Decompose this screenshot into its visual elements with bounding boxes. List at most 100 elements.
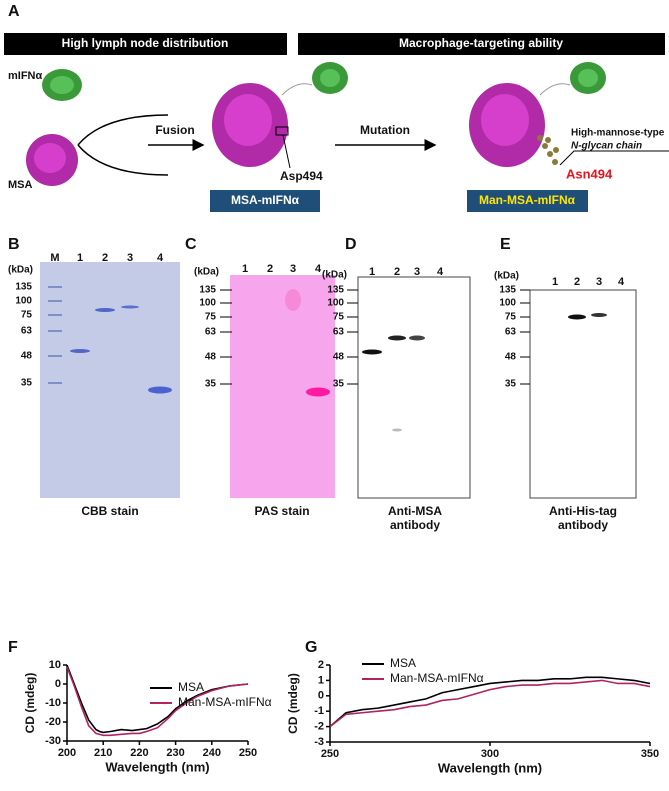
panel-label: A [8, 3, 20, 20]
gel-band [95, 308, 115, 312]
x-tick-label: 200 [58, 747, 76, 759]
gel-band [70, 349, 90, 353]
lane-label: 4 [437, 266, 444, 278]
marker-label: 135 [327, 285, 344, 296]
unit-label: (kDa) [194, 267, 219, 278]
y-tick-label: -10 [45, 697, 61, 709]
lane-label: 4 [618, 276, 625, 288]
marker-label: 75 [333, 312, 345, 323]
ladder-band [48, 286, 62, 288]
name-box [467, 190, 588, 212]
name-box-text: Man-MSA-mIFNα [479, 193, 576, 207]
y-axis-title: CD (mdeg) [23, 673, 37, 734]
data-line [66, 664, 249, 734]
x-tick-label: 220 [130, 747, 148, 759]
marker-label: 63 [333, 327, 345, 338]
gel-image [529, 289, 637, 499]
marker-label: 75 [205, 312, 217, 323]
lane-label: 3 [414, 266, 420, 278]
ladder-band [48, 355, 62, 357]
data-line [329, 679, 651, 728]
x-tick-label: 350 [641, 748, 659, 760]
gel-band [121, 305, 139, 309]
residue-label: Asn494 [566, 166, 613, 181]
legend-label: Man-MSA-mIFNα [390, 671, 484, 685]
lane-label: M [50, 252, 59, 264]
lane-label: 2 [574, 276, 580, 288]
y-tick-label: 1 [318, 674, 324, 686]
panel-label: D [345, 236, 357, 253]
ladder-band [48, 382, 62, 384]
gel-band [392, 428, 402, 432]
ladder-band [48, 300, 62, 302]
lane-label: 2 [394, 266, 400, 278]
y-tick-label: 2 [318, 659, 324, 671]
marker-label: 48 [21, 351, 33, 362]
gel-image [40, 262, 180, 498]
gel-band [568, 314, 586, 320]
marker-label: 135 [15, 282, 32, 293]
marker-label: 35 [333, 379, 345, 390]
residue-label: Asp494 [280, 169, 323, 183]
lane-label: 2 [102, 252, 108, 264]
legend-label: MSA [390, 656, 416, 670]
gel-caption: antibody [558, 518, 608, 532]
lane-label: 1 [552, 276, 558, 288]
protein-icons [26, 62, 669, 186]
panel-label: E [500, 236, 511, 253]
gel-caption: Anti-MSA [388, 504, 442, 518]
gel-band [285, 289, 301, 311]
gel-band [362, 349, 382, 355]
gel-caption: Anti-His-tag [549, 504, 617, 518]
gel-caption: PAS stain [254, 504, 309, 518]
x-axis-title: Wavelength (nm) [438, 760, 542, 775]
protein-label: MSA [8, 179, 33, 191]
unit-label: (kDa) [8, 265, 33, 276]
gel-band [148, 386, 172, 394]
banner [4, 33, 287, 55]
x-axis-title: Wavelength (nm) [105, 759, 209, 774]
y-tick-label: 10 [49, 659, 61, 671]
marker-label: 135 [499, 285, 516, 296]
lane-label: 2 [267, 263, 273, 275]
gel-caption: CBB stain [81, 504, 138, 518]
arrow-label: Fusion [155, 123, 194, 137]
panel-label: G [305, 639, 317, 656]
y-tick-label: -1 [314, 705, 324, 717]
y-axis-title: CD (mdeg) [286, 673, 300, 734]
glycan-label: N-glycan chain [571, 141, 642, 152]
gel-band [591, 313, 607, 317]
unit-label: (kDa) [494, 271, 519, 282]
marker-label: 48 [505, 352, 517, 363]
lane-label: 1 [242, 263, 248, 275]
name-box [210, 190, 320, 212]
gel-band [409, 335, 425, 341]
lane-label: 3 [596, 276, 602, 288]
y-tick-label: 0 [55, 678, 61, 690]
data-line [66, 666, 249, 737]
marker-label: 35 [21, 378, 33, 389]
marker-label: 100 [499, 298, 516, 309]
x-tick-label: 210 [94, 747, 112, 759]
gel-band [306, 387, 330, 397]
legend-label: MSA [178, 680, 204, 694]
marker-label: 135 [199, 285, 216, 296]
ladder-band [48, 314, 62, 316]
marker-label: 35 [505, 379, 517, 390]
marker-label: 75 [21, 310, 33, 321]
marker-label: 35 [205, 379, 217, 390]
banner [298, 33, 665, 55]
marker-label: 100 [327, 298, 344, 309]
x-tick-label: 250 [321, 748, 339, 760]
glycan-label: High-mannose-type [571, 128, 665, 139]
y-tick-label: -30 [45, 735, 61, 747]
marker-label: 63 [505, 327, 517, 338]
name-box-text: MSA-mIFNα [231, 193, 300, 207]
lane-label: 1 [77, 252, 83, 264]
y-tick-label: 0 [318, 690, 324, 702]
marker-label: 48 [333, 352, 345, 363]
banner-text: Macrophage-targeting ability [399, 36, 563, 50]
panel-label: C [185, 236, 197, 253]
banner-text: High lymph node distribution [62, 36, 229, 50]
